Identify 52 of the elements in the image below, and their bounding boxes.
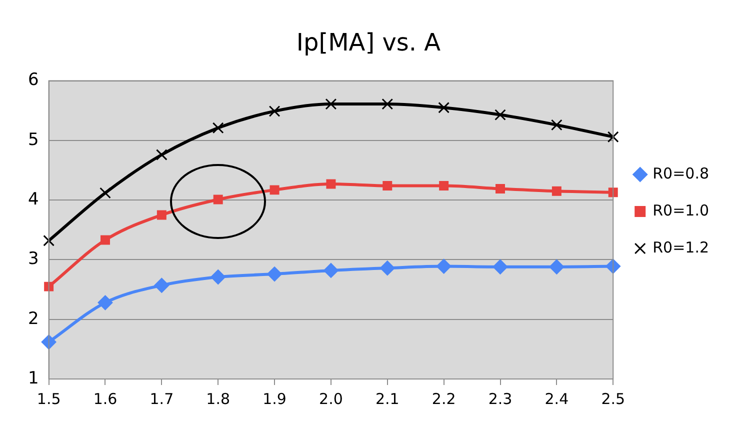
point — [607, 131, 619, 143]
x-tick-label: 1.5 — [36, 390, 61, 408]
point — [552, 186, 562, 196]
y-tick-label: 5 — [28, 130, 39, 150]
point — [438, 102, 450, 114]
point — [268, 106, 280, 117]
y-tick-label: 3 — [28, 249, 39, 270]
point — [100, 235, 110, 245]
point — [439, 181, 449, 191]
x-tick-label: 2.5 — [601, 390, 626, 408]
chart-title: Ip[MA] vs. A — [296, 28, 442, 57]
point — [436, 258, 452, 274]
point — [100, 187, 111, 199]
point — [326, 179, 336, 189]
point — [210, 270, 226, 285]
x-tick-label: 1.7 — [150, 390, 174, 408]
point — [380, 260, 395, 276]
y-tick-label: 6 — [28, 70, 39, 90]
point — [382, 181, 392, 191]
x-tick-label: 1.6 — [93, 390, 118, 408]
point — [494, 109, 506, 120]
point — [608, 188, 618, 198]
point — [323, 262, 338, 278]
point — [549, 259, 564, 274]
point — [550, 119, 562, 131]
legend-label: R0=1.0 — [652, 201, 709, 220]
x-tick-label: 2.2 — [432, 390, 456, 408]
point — [98, 295, 113, 310]
y-tick-label: 4 — [28, 190, 39, 210]
point — [44, 282, 54, 292]
x-tick-label: 1.9 — [262, 390, 286, 408]
point — [156, 210, 166, 220]
point — [156, 149, 168, 160]
point — [496, 184, 505, 194]
x-tick-label: 2.0 — [319, 390, 343, 408]
x-tick-label: 1.8 — [206, 390, 230, 408]
legend-label: R0=0.8 — [652, 164, 709, 182]
point — [492, 259, 508, 274]
point — [325, 98, 337, 110]
x-tick-label: 2.3 — [488, 390, 512, 408]
point — [382, 98, 394, 110]
legend-label: R0=1.2 — [652, 238, 709, 256]
point — [213, 194, 223, 204]
x-tick-label: 2.4 — [544, 390, 569, 408]
point — [212, 122, 224, 134]
point — [267, 266, 282, 282]
point — [43, 234, 55, 246]
y-tick-label: 2 — [28, 308, 39, 329]
x-tick-label: 2.1 — [375, 390, 400, 408]
point — [154, 278, 170, 293]
point — [270, 185, 280, 195]
y-tick-label: 1 — [28, 368, 39, 388]
